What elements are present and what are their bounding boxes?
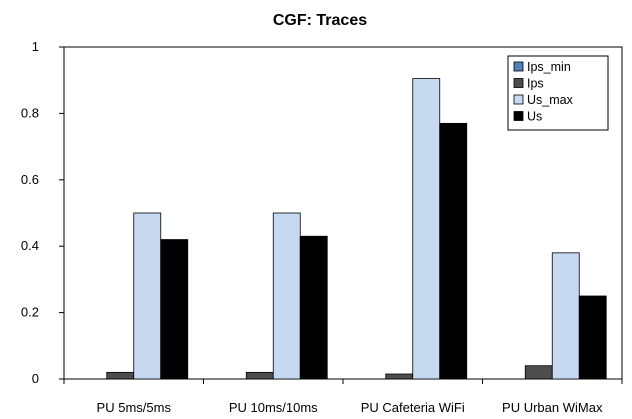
y-tick-label: 0.8 [21, 105, 39, 120]
y-tick-label: 0.2 [21, 305, 39, 320]
chart-title: CGF: Traces [273, 12, 367, 29]
legend: Ips_min Ips Us_max Us [507, 55, 609, 131]
legend-label: Ips_min [527, 60, 571, 74]
x-tick-label: PU 5ms/5ms [97, 400, 172, 415]
legend-label: Us_max [527, 93, 574, 107]
x-tick-label: PU Cafeteria WiFi [361, 400, 465, 415]
y-axis: 0 0.2 0.4 0.6 0.8 1 [21, 39, 64, 386]
bar-us [160, 239, 189, 380]
legend-swatch [513, 111, 524, 121]
bar-us-max [551, 252, 580, 380]
legend-swatch [513, 94, 524, 105]
bar-us [439, 122, 468, 380]
bars [106, 78, 607, 380]
bar-ips [385, 373, 414, 380]
bar-us-max [272, 212, 301, 380]
legend-box [507, 55, 609, 131]
y-tick-label: 1 [32, 39, 39, 54]
y-tick-label: 0.6 [21, 172, 39, 187]
bar-us [578, 295, 607, 380]
bar-ips [245, 371, 274, 380]
legend-label: Us [527, 110, 542, 124]
bar-ips [524, 365, 553, 380]
bar-us [299, 235, 328, 380]
legend-label: Ips [527, 77, 544, 91]
bar-us-max [133, 212, 162, 380]
x-tick-label: PU Urban WiMax [502, 400, 603, 415]
legend-swatch [513, 61, 524, 72]
y-tick-label: 0 [32, 371, 39, 386]
x-axis: PU 5ms/5ms PU 10ms/10ms PU Cafeteria WiFi P… [63, 379, 623, 415]
y-tick-label: 0.4 [21, 238, 39, 253]
bar-us-max [412, 78, 441, 380]
bar-ips [106, 371, 135, 380]
x-tick-label: PU 10ms/10ms [229, 400, 318, 415]
legend-swatch [513, 78, 524, 88]
